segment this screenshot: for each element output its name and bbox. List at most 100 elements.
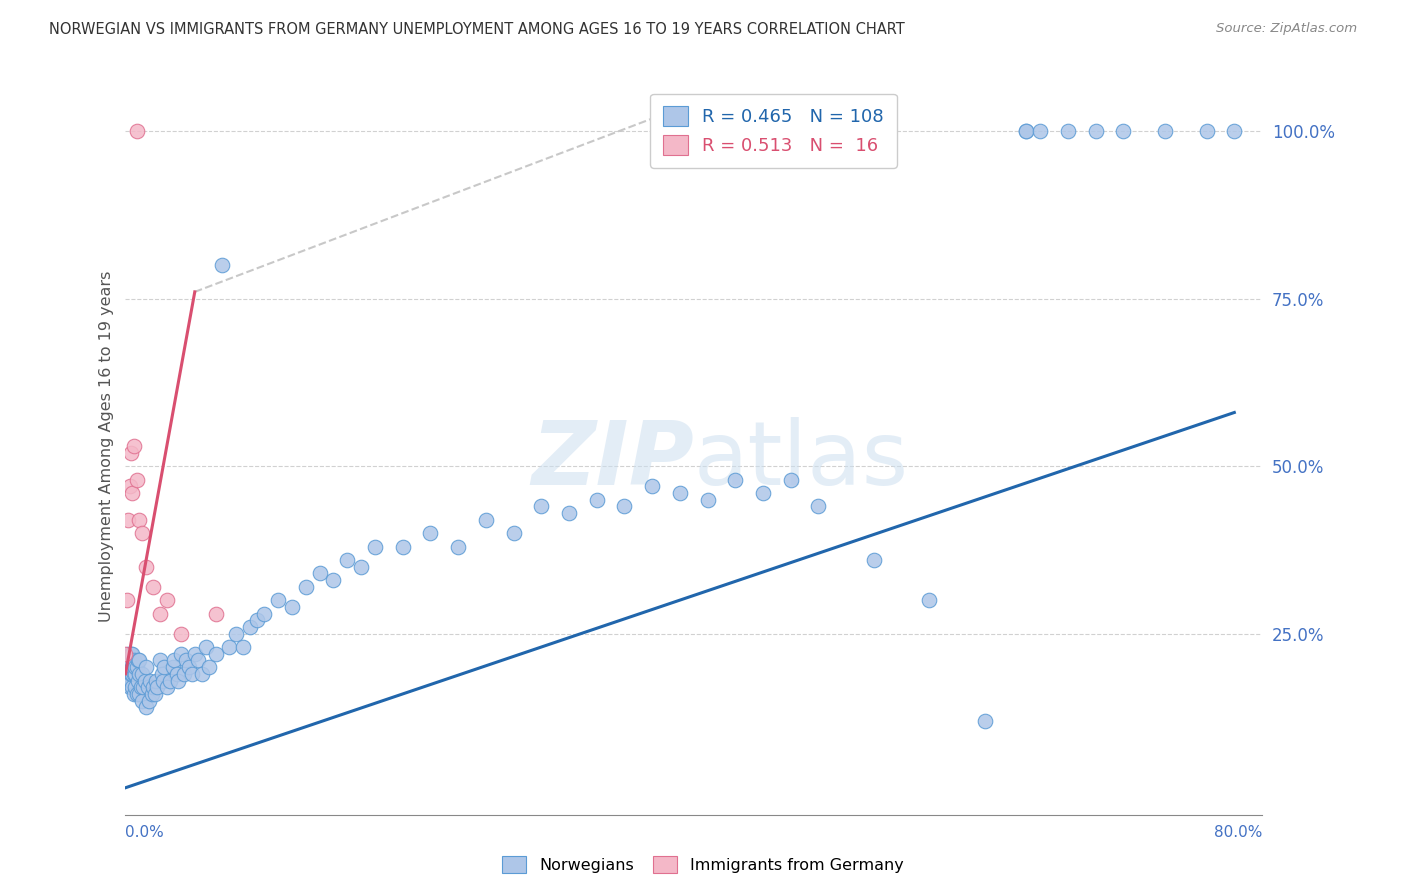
Point bbox=[121, 660, 143, 674]
Point bbox=[118, 479, 141, 493]
Point bbox=[391, 540, 413, 554]
Point bbox=[156, 680, 179, 694]
Point bbox=[181, 666, 204, 681]
Point bbox=[114, 660, 136, 674]
Point bbox=[475, 513, 498, 527]
Point bbox=[204, 647, 226, 661]
Point bbox=[176, 653, 198, 667]
Point bbox=[156, 593, 179, 607]
Point bbox=[149, 607, 172, 621]
Point bbox=[170, 626, 193, 640]
Point bbox=[179, 660, 201, 674]
Point bbox=[124, 660, 146, 674]
Point bbox=[135, 559, 157, 574]
Point bbox=[170, 647, 193, 661]
Text: Source: ZipAtlas.com: Source: ZipAtlas.com bbox=[1216, 22, 1357, 36]
Point bbox=[163, 653, 186, 667]
Point bbox=[153, 660, 176, 674]
Point bbox=[194, 640, 217, 654]
Text: 0.0%: 0.0% bbox=[125, 825, 165, 840]
Point bbox=[117, 647, 139, 661]
Point bbox=[364, 540, 387, 554]
Point bbox=[1057, 124, 1080, 138]
Point bbox=[138, 693, 160, 707]
Point bbox=[120, 666, 142, 681]
Point bbox=[807, 500, 830, 514]
Point bbox=[1223, 124, 1246, 138]
Point bbox=[134, 673, 156, 688]
Point bbox=[173, 666, 195, 681]
Point bbox=[294, 580, 316, 594]
Point bbox=[117, 660, 139, 674]
Point bbox=[124, 666, 146, 681]
Point bbox=[135, 660, 157, 674]
Point bbox=[1015, 124, 1038, 138]
Point bbox=[122, 666, 145, 681]
Point bbox=[118, 680, 141, 694]
Point bbox=[197, 660, 219, 674]
Point bbox=[166, 666, 188, 681]
Point bbox=[122, 687, 145, 701]
Point bbox=[281, 599, 304, 614]
Point bbox=[115, 666, 138, 681]
Point bbox=[1154, 124, 1177, 138]
Point bbox=[1029, 124, 1052, 138]
Point bbox=[127, 673, 149, 688]
Point bbox=[120, 673, 142, 688]
Point bbox=[120, 446, 142, 460]
Point bbox=[308, 566, 330, 581]
Legend: R = 0.465   N = 108, R = 0.513   N =  16: R = 0.465 N = 108, R = 0.513 N = 16 bbox=[650, 94, 897, 168]
Point bbox=[115, 593, 138, 607]
Y-axis label: Unemployment Among Ages 16 to 19 years: Unemployment Among Ages 16 to 19 years bbox=[100, 270, 114, 622]
Point bbox=[121, 647, 143, 661]
Point bbox=[779, 473, 801, 487]
Point bbox=[143, 687, 166, 701]
Point bbox=[162, 660, 184, 674]
Point bbox=[350, 559, 373, 574]
Point bbox=[641, 479, 664, 493]
Point bbox=[132, 680, 155, 694]
Point bbox=[125, 124, 148, 138]
Point bbox=[239, 620, 262, 634]
Point bbox=[118, 653, 141, 667]
Point bbox=[122, 439, 145, 453]
Point bbox=[669, 486, 692, 500]
Point bbox=[131, 666, 153, 681]
Point bbox=[558, 506, 581, 520]
Point bbox=[530, 500, 553, 514]
Point bbox=[918, 593, 941, 607]
Point bbox=[150, 666, 173, 681]
Point bbox=[184, 647, 207, 661]
Point bbox=[447, 540, 470, 554]
Point bbox=[1112, 124, 1135, 138]
Point bbox=[136, 680, 159, 694]
Point bbox=[115, 653, 138, 667]
Point bbox=[1195, 124, 1218, 138]
Point bbox=[187, 653, 209, 667]
Point bbox=[246, 613, 269, 627]
Point bbox=[121, 680, 143, 694]
Point bbox=[146, 680, 169, 694]
Point bbox=[142, 580, 165, 594]
Text: ZIP: ZIP bbox=[531, 417, 693, 504]
Point bbox=[121, 486, 143, 500]
Point bbox=[225, 626, 247, 640]
Point bbox=[502, 526, 524, 541]
Point bbox=[125, 687, 148, 701]
Point bbox=[232, 640, 254, 654]
Point bbox=[336, 553, 359, 567]
Point bbox=[145, 673, 167, 688]
Point bbox=[322, 573, 344, 587]
Point bbox=[128, 653, 150, 667]
Point bbox=[190, 666, 212, 681]
Point bbox=[127, 653, 149, 667]
Point bbox=[211, 258, 233, 272]
Point bbox=[125, 473, 148, 487]
Point bbox=[117, 513, 139, 527]
Point bbox=[114, 647, 136, 661]
Point bbox=[121, 666, 143, 681]
Legend: Norwegians, Immigrants from Germany: Norwegians, Immigrants from Germany bbox=[496, 849, 910, 880]
Text: atlas: atlas bbox=[693, 417, 908, 504]
Point bbox=[253, 607, 276, 621]
Point bbox=[129, 680, 152, 694]
